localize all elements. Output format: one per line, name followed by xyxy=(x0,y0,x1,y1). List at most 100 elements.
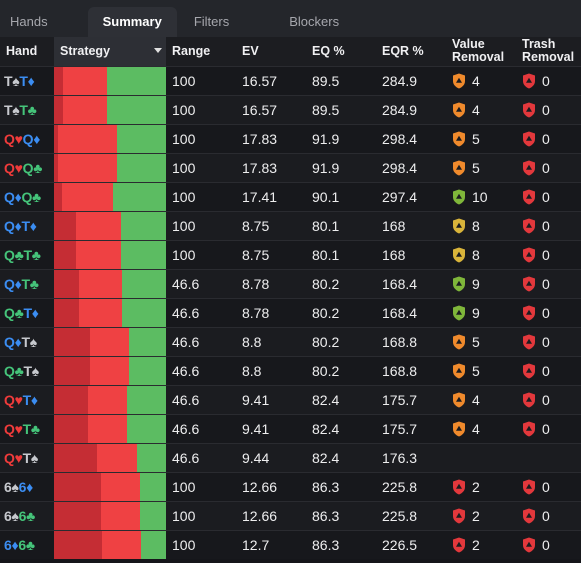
suit-icon: ♦ xyxy=(14,217,22,234)
card-rank: Q xyxy=(4,130,15,147)
ev-cell: 8.75 xyxy=(236,210,306,240)
range-cell: 100 xyxy=(166,529,236,559)
suit-icon: ♣ xyxy=(32,188,41,205)
card-rank: Q xyxy=(4,217,15,234)
shield-icon xyxy=(453,508,465,523)
strategy-cell xyxy=(54,210,166,240)
hand-cell: Q♣T♣ xyxy=(0,239,54,269)
eqr-cell: 298.4 xyxy=(376,123,446,153)
range-cell: 100 xyxy=(166,94,236,124)
shield-icon xyxy=(453,131,465,146)
strategy-segment-red xyxy=(87,414,127,443)
hand-cell: 6♠6♦ xyxy=(0,471,54,501)
value-removal-value: 4 xyxy=(472,72,480,89)
strategy-cell xyxy=(54,239,166,269)
shield-icon xyxy=(523,131,535,146)
ev-cell: 8.8 xyxy=(236,326,306,356)
col-value-removal-line2: Removal xyxy=(452,50,505,65)
suit-icon: ♠ xyxy=(30,449,39,466)
value-removal-value: 2 xyxy=(472,507,480,524)
eq-cell: 80.2 xyxy=(306,355,376,385)
eqr-cell: 168.8 xyxy=(376,326,446,356)
card-rank: Q xyxy=(4,304,15,321)
eq-cell: 89.5 xyxy=(306,94,376,124)
suit-icon: ♦ xyxy=(14,275,22,292)
strategy-segment-red xyxy=(101,501,141,530)
col-value-removal[interactable]: Value Removal xyxy=(446,37,516,66)
table-row[interactable]: 6♦6♣ 100 12.7 86.3 226.5 2 0 xyxy=(0,529,581,559)
tab-summary[interactable]: Summary xyxy=(87,7,177,37)
strategy-segment-green xyxy=(113,182,166,211)
eq-cell: 82.4 xyxy=(306,413,376,443)
table-row[interactable]: Q♣T♣ 100 8.75 80.1 168 8 0 xyxy=(0,239,581,269)
tab-blockers[interactable]: Blockers xyxy=(289,14,340,29)
col-trash-removal[interactable]: Trash Removal xyxy=(516,37,581,66)
strategy-cell xyxy=(54,123,166,153)
eqr-cell: 168 xyxy=(376,239,446,269)
eqr-cell: 168.8 xyxy=(376,355,446,385)
table-row[interactable]: Q♦T♦ 100 8.75 80.1 168 8 0 xyxy=(0,210,581,240)
hand-cell: Q♥T♠ xyxy=(0,442,54,472)
trash-removal-cell: 0 xyxy=(516,471,581,501)
col-trash-removal-line2: Removal xyxy=(522,50,575,65)
strategy-segment-red xyxy=(89,356,130,385)
eq-cell: 80.2 xyxy=(306,326,376,356)
eq-cell: 80.2 xyxy=(306,297,376,327)
table-row[interactable]: Q♦T♠ 46.6 8.8 80.2 168.8 5 0 xyxy=(0,326,581,356)
strategy-segment-dark-red xyxy=(54,66,63,95)
col-strategy[interactable]: Strategy xyxy=(54,37,166,66)
table-row[interactable]: Q♥T♠ 46.6 9.44 82.4 176.3 xyxy=(0,442,581,472)
col-eq[interactable]: EQ % xyxy=(312,43,345,58)
range-cell: 100 xyxy=(166,500,236,530)
hands-table: Hand Strategy Range EV EQ % EQR % Value R… xyxy=(0,37,581,559)
shield-icon xyxy=(453,392,465,407)
table-row[interactable]: T♠T♣ 100 16.57 89.5 284.9 4 0 xyxy=(0,94,581,124)
table-row[interactable]: 6♠6♦ 100 12.66 86.3 225.8 2 0 xyxy=(0,471,581,501)
table-row[interactable]: Q♣T♠ 46.6 8.8 80.2 168.8 5 0 xyxy=(0,355,581,385)
eqr-cell: 284.9 xyxy=(376,65,446,95)
trash-removal-value: 0 xyxy=(542,304,550,321)
trash-removal-value: 0 xyxy=(542,72,550,89)
strategy-segment-green xyxy=(122,298,166,327)
strategy-bar xyxy=(54,530,166,559)
tab-hands[interactable]: Hands xyxy=(10,14,48,29)
shield-icon xyxy=(453,189,465,204)
range-cell: 100 xyxy=(166,210,236,240)
card-rank: 6 xyxy=(18,536,26,553)
suit-icon: ♣ xyxy=(27,101,37,118)
col-ev[interactable]: EV xyxy=(242,43,259,58)
strategy-segment-green xyxy=(116,124,166,153)
col-range[interactable]: Range xyxy=(172,43,211,58)
table-row[interactable]: T♠T♦ 100 16.57 89.5 284.9 4 0 xyxy=(0,65,581,95)
tab-filters[interactable]: Filters xyxy=(193,14,230,29)
trash-removal-cell: 0 xyxy=(516,123,581,153)
table-row[interactable]: 6♠6♣ 100 12.66 86.3 225.8 2 0 xyxy=(0,500,581,530)
strategy-cell xyxy=(54,326,166,356)
ev-cell: 8.78 xyxy=(236,268,306,298)
table-row[interactable]: Q♦Q♣ 100 17.41 90.1 297.4 10 0 xyxy=(0,181,581,211)
value-removal-cell: 8 xyxy=(446,210,516,240)
shield-icon xyxy=(523,537,535,553)
value-removal-value: 2 xyxy=(472,478,480,495)
shield-icon xyxy=(523,363,535,378)
table-row[interactable]: Q♥T♦ 46.6 9.41 82.4 175.7 4 0 xyxy=(0,384,581,414)
strategy-segment-dark-red xyxy=(54,124,59,153)
eq-cell: 82.4 xyxy=(306,384,376,414)
table-row[interactable]: Q♥Q♣ 100 17.83 91.9 298.4 5 0 xyxy=(0,152,581,182)
col-eqr[interactable]: EQR % xyxy=(382,43,424,58)
trash-removal-cell: 0 xyxy=(516,210,581,240)
suit-icon: ♣ xyxy=(14,362,24,379)
shield-icon xyxy=(523,305,535,320)
sort-dropdown-icon[interactable] xyxy=(154,48,162,53)
strategy-segment-green xyxy=(106,95,166,124)
suit-icon: ♥ xyxy=(14,159,23,176)
table-row[interactable]: Q♥Q♦ 100 17.83 91.9 298.4 5 0 xyxy=(0,123,581,153)
table-row[interactable]: Q♣T♦ 46.6 8.78 80.2 168.4 9 0 xyxy=(0,297,581,327)
strategy-segment-dark-red xyxy=(54,182,62,211)
table-row[interactable]: Q♦T♣ 46.6 8.78 80.2 168.4 9 0 xyxy=(0,268,581,298)
strategy-segment-green xyxy=(106,66,166,95)
hand-cell: Q♥T♦ xyxy=(0,384,54,414)
strategy-cell xyxy=(54,152,166,182)
col-hand[interactable]: Hand xyxy=(6,43,38,58)
table-row[interactable]: Q♥T♣ 46.6 9.41 82.4 175.7 4 0 xyxy=(0,413,581,443)
